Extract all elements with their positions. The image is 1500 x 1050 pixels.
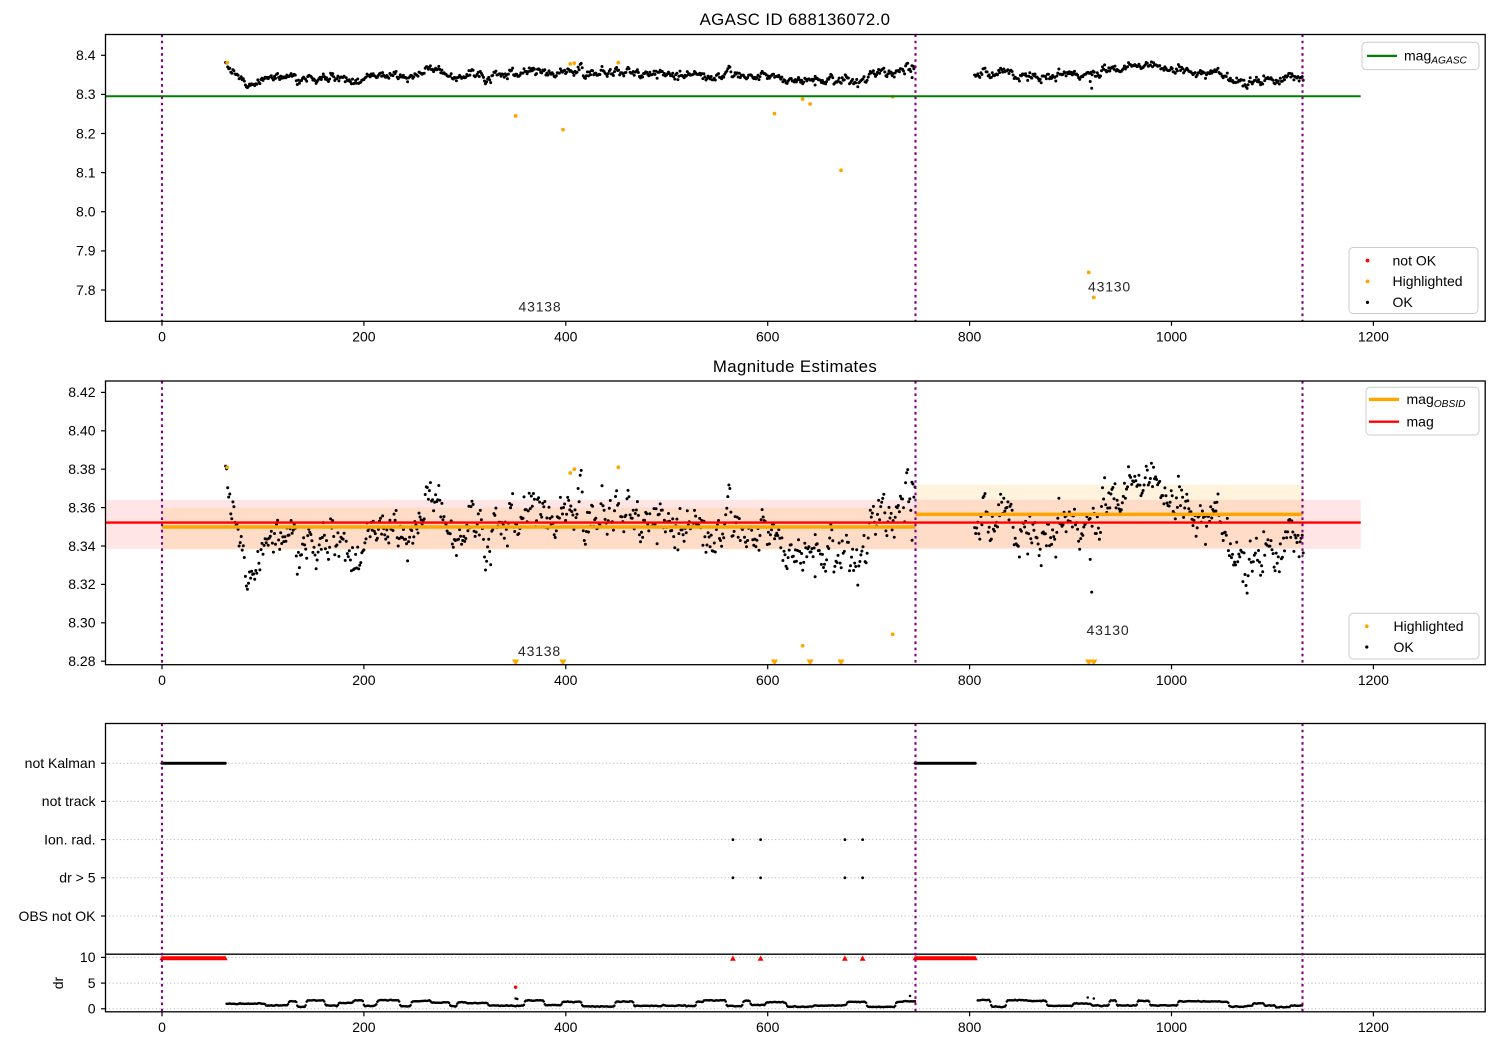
svg-text:400: 400 — [554, 328, 578, 344]
svg-text:8.38: 8.38 — [68, 461, 95, 477]
svg-text:1000: 1000 — [1156, 672, 1187, 688]
svg-text:7.8: 7.8 — [76, 282, 96, 298]
svg-text:1000: 1000 — [1156, 1019, 1187, 1035]
svg-text:8.34: 8.34 — [68, 538, 95, 554]
svg-text:8.42: 8.42 — [68, 384, 95, 400]
svg-text:OK: OK — [1394, 639, 1415, 655]
svg-text:Ion. rad.: Ion. rad. — [44, 831, 95, 847]
svg-text:not OK: not OK — [1393, 252, 1437, 268]
svg-text:AGASC ID 688136072.0: AGASC ID 688136072.0 — [700, 10, 891, 29]
svg-text:Highlighted: Highlighted — [1393, 273, 1463, 289]
svg-text:400: 400 — [554, 672, 578, 688]
svg-text:8.36: 8.36 — [68, 499, 95, 515]
svg-text:not track: not track — [42, 793, 97, 809]
svg-text:not Kalman: not Kalman — [25, 755, 96, 771]
svg-text:1200: 1200 — [1358, 672, 1389, 688]
svg-text:10: 10 — [80, 949, 96, 965]
svg-text:7.9: 7.9 — [76, 243, 96, 259]
svg-text:OK: OK — [1393, 294, 1414, 310]
svg-text:0: 0 — [158, 328, 166, 344]
svg-text:400: 400 — [554, 1019, 578, 1035]
svg-text:dr: dr — [50, 976, 66, 989]
svg-text:43130: 43130 — [1088, 278, 1131, 294]
svg-text:OBS not OK: OBS not OK — [18, 908, 96, 924]
svg-text:8.4: 8.4 — [76, 47, 96, 63]
svg-text:0: 0 — [158, 672, 166, 688]
svg-text:1000: 1000 — [1156, 328, 1187, 344]
svg-text:800: 800 — [958, 328, 982, 344]
svg-text:200: 200 — [352, 672, 376, 688]
svg-text:600: 600 — [756, 328, 780, 344]
svg-text:8.3: 8.3 — [76, 86, 96, 102]
svg-text:0: 0 — [158, 1019, 166, 1035]
svg-text:5: 5 — [88, 975, 96, 991]
svg-text:600: 600 — [756, 672, 780, 688]
svg-text:43130: 43130 — [1087, 622, 1130, 638]
svg-text:0: 0 — [88, 1001, 96, 1017]
svg-text:8.2: 8.2 — [76, 125, 96, 141]
svg-text:43138: 43138 — [519, 299, 562, 315]
svg-text:8.40: 8.40 — [68, 423, 95, 439]
svg-text:8.28: 8.28 — [68, 653, 95, 669]
svg-text:dr > 5: dr > 5 — [59, 870, 95, 886]
svg-text:43138: 43138 — [518, 643, 561, 659]
svg-text:200: 200 — [352, 328, 376, 344]
svg-text:mag: mag — [1407, 413, 1434, 429]
svg-text:Highlighted: Highlighted — [1394, 618, 1464, 634]
svg-text:8.1: 8.1 — [76, 164, 96, 180]
svg-text:600: 600 — [756, 1019, 780, 1035]
svg-text:1200: 1200 — [1358, 1019, 1389, 1035]
svg-text:1200: 1200 — [1358, 328, 1389, 344]
svg-text:8.32: 8.32 — [68, 576, 95, 592]
svg-text:8.0: 8.0 — [76, 204, 96, 220]
svg-text:200: 200 — [352, 1019, 376, 1035]
svg-text:Magnitude Estimates: Magnitude Estimates — [713, 357, 877, 376]
svg-text:800: 800 — [958, 672, 982, 688]
svg-text:800: 800 — [958, 1019, 982, 1035]
svg-text:8.30: 8.30 — [68, 615, 95, 631]
